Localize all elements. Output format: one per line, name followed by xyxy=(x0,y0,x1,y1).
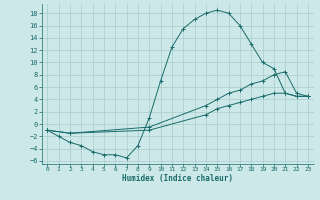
X-axis label: Humidex (Indice chaleur): Humidex (Indice chaleur) xyxy=(122,174,233,183)
